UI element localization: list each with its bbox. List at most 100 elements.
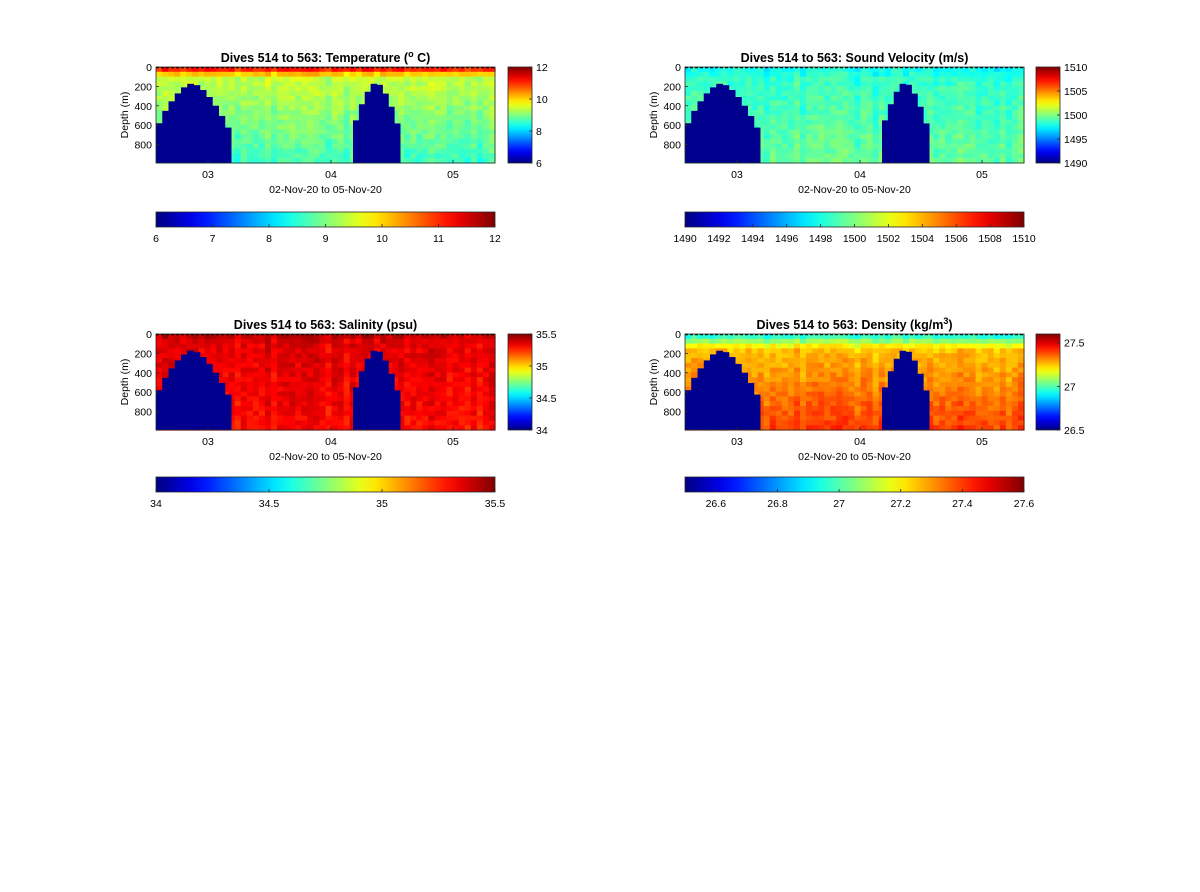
heatmap-cell	[806, 386, 813, 393]
heatmap-cell	[398, 391, 405, 397]
heatmap-cell	[812, 76, 819, 82]
heatmap-cell	[830, 143, 837, 150]
heatmap-cell	[908, 348, 916, 354]
heatmap-cell	[775, 95, 783, 102]
heatmap-cell	[969, 95, 977, 102]
no-data-step	[703, 360, 711, 430]
heatmap-cell	[872, 158, 880, 164]
heatmap-cell	[258, 158, 266, 164]
heatmap-cell	[1011, 382, 1019, 388]
heatmap-cell	[987, 139, 995, 145]
heatmap-cell	[301, 343, 308, 349]
heatmap-cell	[921, 110, 928, 116]
heatmap-cell	[452, 420, 460, 426]
heatmap-cell	[410, 95, 417, 102]
heatmap-cell	[168, 95, 175, 102]
x-tick-label: 04	[854, 169, 866, 181]
heatmap-cell	[452, 372, 460, 378]
heatmap-cell	[848, 358, 856, 364]
heatmap-cell	[422, 353, 430, 359]
heatmap-cell	[325, 415, 333, 421]
heatmap-cell	[999, 396, 1007, 402]
heatmap-cell	[957, 139, 965, 145]
heatmap-cell	[860, 420, 868, 426]
heatmap-cell	[452, 100, 460, 106]
heatmap-cell	[222, 91, 230, 97]
heatmap-cell	[775, 134, 783, 140]
heatmap-cell	[246, 415, 254, 421]
heatmap-cell	[482, 110, 490, 116]
heatmap-cell	[422, 158, 430, 164]
heatmap-cell	[343, 401, 351, 407]
heatmap-cell	[482, 396, 490, 402]
heatmap-cell	[1005, 95, 1013, 102]
heatmap-cell	[277, 358, 284, 364]
heatmap-cell	[264, 367, 272, 373]
heatmap-cell	[422, 95, 430, 102]
heatmap-cell	[428, 410, 436, 417]
no-data-step	[923, 390, 930, 430]
heatmap-cell	[446, 129, 454, 135]
heatmap-cell	[337, 81, 345, 87]
heatmap-cell	[331, 367, 339, 373]
heatmap-cell	[763, 76, 771, 82]
heatmap-cell	[981, 334, 989, 340]
heatmap-cell	[416, 396, 423, 402]
heatmap-cell	[458, 81, 466, 87]
heatmap-cell	[933, 143, 940, 150]
heatmap-cell	[331, 338, 339, 345]
heatmap-cell	[933, 158, 940, 164]
heatmap-cell	[793, 67, 801, 73]
heatmap-cell	[727, 81, 735, 87]
heatmap-cell	[836, 367, 843, 373]
heatmap-cell	[234, 377, 242, 383]
heatmap-cell	[476, 420, 484, 426]
heatmap-cell	[319, 91, 327, 97]
heatmap-cell	[872, 86, 880, 92]
heatmap-cell	[1005, 401, 1013, 407]
heatmap-cell	[488, 334, 496, 340]
heatmap-cell	[915, 91, 922, 97]
heatmap-cell	[775, 377, 783, 383]
colorbar-right	[507, 66, 533, 164]
heatmap-cell	[228, 338, 236, 345]
heatmap-cell	[271, 115, 278, 121]
heatmap-cell	[842, 410, 850, 417]
colorbar-bottom-label: 34	[150, 498, 162, 510]
heatmap-cell	[331, 406, 339, 412]
heatmap-cell	[488, 420, 496, 426]
heatmap-cell	[806, 100, 813, 106]
heatmap-cell	[162, 105, 169, 111]
heatmap-cell	[866, 110, 874, 116]
heatmap-cell	[228, 420, 236, 426]
heatmap-cell	[757, 338, 765, 345]
no-data-step	[691, 110, 698, 163]
panel-0: Dives 514 to 563: Temperature (o C)02004…	[119, 49, 548, 245]
heatmap-cell	[301, 129, 308, 135]
heatmap-cell	[854, 410, 862, 417]
heatmap-cell	[793, 338, 801, 345]
heatmap-cell	[721, 338, 728, 345]
heatmap-cell	[806, 119, 813, 126]
heatmap-cell	[951, 406, 959, 412]
heatmap-cell	[945, 153, 952, 159]
heatmap-cell	[957, 372, 965, 378]
heatmap-cell	[860, 100, 868, 106]
heatmap-cell	[319, 420, 327, 426]
title-main: Dives 514 to 563: Density (kg/m	[756, 318, 943, 332]
heatmap-cell	[416, 124, 423, 130]
heatmap-cell	[775, 343, 783, 349]
heatmap-cell	[228, 367, 236, 373]
heatmap-cell	[264, 95, 272, 102]
heatmap-cell	[446, 143, 454, 150]
heatmap-cell	[1011, 353, 1019, 359]
heatmap-cell	[981, 119, 989, 126]
heatmap-cell	[769, 348, 777, 354]
heatmap-cell	[416, 158, 423, 164]
heatmap-cell	[210, 358, 218, 364]
heatmap-cell	[775, 143, 783, 150]
heatmap-cell	[440, 129, 448, 135]
heatmap-cell	[939, 334, 946, 340]
heatmap-cell	[715, 67, 722, 73]
heatmap-cell	[452, 91, 460, 97]
